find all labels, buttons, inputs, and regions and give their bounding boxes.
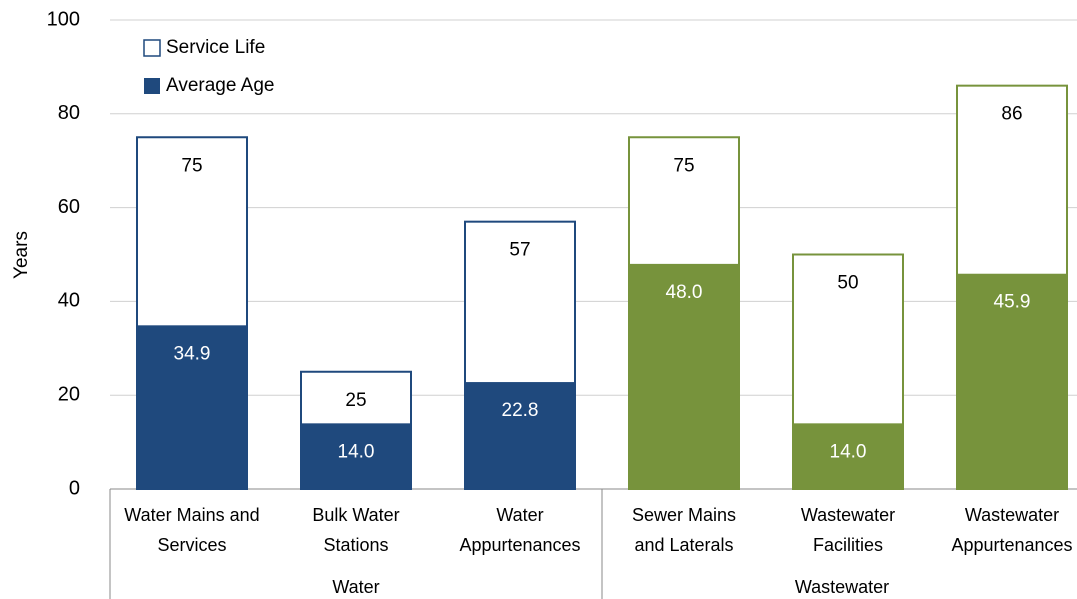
group-label: Water — [332, 577, 379, 597]
x-tick-label: Bulk Water Stations — [312, 505, 399, 555]
x-tick-label: Sewer Mains and Laterals — [632, 505, 736, 555]
bar — [301, 423, 411, 489]
bar — [957, 273, 1067, 489]
bar — [793, 423, 903, 489]
data-label: 14.0 — [830, 441, 867, 462]
x-tick-label: Water Mains and Services — [124, 505, 259, 555]
y-tick-label: 20 — [58, 383, 80, 405]
legend-swatch — [144, 78, 160, 94]
y-tick-label: 40 — [58, 290, 80, 312]
y-tick-label: 80 — [58, 102, 80, 124]
data-label: 22.8 — [502, 400, 539, 421]
data-label: 75 — [181, 155, 202, 176]
bar — [629, 263, 739, 489]
data-label: 50 — [837, 273, 858, 294]
y-tick-label: 60 — [58, 196, 80, 218]
x-tick-label: Water Appurtenances — [459, 505, 580, 555]
y-tick-label: 100 — [47, 8, 80, 30]
x-tick-label: Wastewater Appurtenances — [951, 505, 1072, 555]
legend-swatch — [143, 39, 161, 57]
legend-label: Average Age — [166, 75, 274, 96]
x-tick-label: Wastewater Facilities — [801, 505, 895, 555]
data-label: 57 — [509, 240, 530, 261]
data-label: 86 — [1001, 104, 1022, 125]
data-label: 75 — [673, 155, 694, 176]
y-tick-label: 0 — [69, 477, 80, 499]
data-label: 34.9 — [174, 343, 211, 364]
legend-label: Service Life — [166, 37, 265, 58]
group-label: Wastewater — [795, 577, 889, 597]
bar — [465, 382, 575, 489]
data-label: 45.9 — [994, 292, 1031, 313]
y-axis-label: Years — [11, 231, 32, 279]
data-label: 48.0 — [666, 282, 703, 303]
data-label: 25 — [345, 390, 366, 411]
data-label: 14.0 — [338, 441, 375, 462]
bar — [137, 325, 247, 489]
